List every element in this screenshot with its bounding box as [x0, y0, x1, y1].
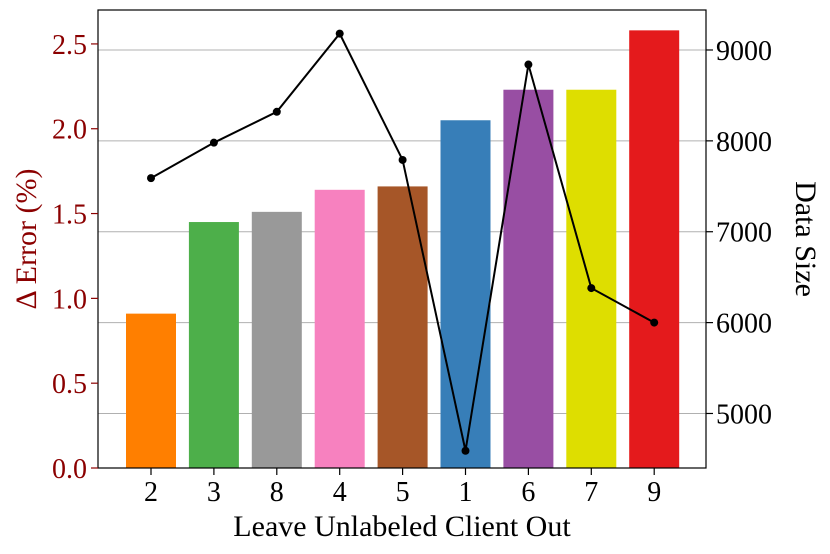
x-tick-label: 1	[459, 477, 473, 508]
x-tick-label: 3	[207, 477, 221, 508]
y2-tick-label: 9000	[716, 36, 772, 67]
left-y-axis: 0.0 0.5 1.0 1.5 2.0 2.5	[52, 30, 98, 485]
x-axis: 2 3 8 4 5 1 6 7 9	[144, 468, 661, 508]
bar-4	[314, 189, 365, 468]
y-tick-label: 2.5	[52, 30, 87, 61]
x-tick-label: 5	[396, 477, 410, 508]
bar-3	[188, 222, 239, 468]
bar-5	[377, 186, 428, 469]
bar-8	[251, 211, 302, 468]
x-tick-label: 9	[647, 477, 661, 508]
data-size-line-series	[147, 29, 659, 455]
x-axis-label: Leave Unlabeled Client Out	[233, 510, 571, 543]
bar-1	[440, 120, 491, 468]
data-size-point-5	[398, 155, 407, 164]
data-size-point-8	[272, 107, 281, 116]
data-size-point-9	[650, 318, 659, 327]
right-y-axis: 5000 6000 7000 8000 9000	[706, 36, 772, 430]
y2-tick-label: 5000	[716, 399, 772, 430]
y-tick-label: 0.5	[52, 369, 87, 400]
x-tick-label: 7	[584, 477, 598, 508]
y-tick-label: 0.0	[52, 454, 87, 485]
x-tick-label: 8	[270, 477, 284, 508]
data-size-point-7	[587, 284, 596, 293]
y-tick-label: 2.0	[52, 115, 87, 146]
bars	[126, 30, 680, 469]
bar-9	[629, 30, 680, 468]
x-tick-label: 4	[333, 477, 347, 508]
data-size-point-3	[209, 138, 218, 147]
y-tick-label: 1.0	[52, 284, 87, 315]
y-tick-label: 1.5	[52, 200, 87, 231]
data-size-point-1	[461, 446, 470, 455]
x-tick-label: 2	[144, 477, 158, 508]
y2-tick-label: 6000	[716, 309, 772, 340]
data-size-point-6	[524, 60, 533, 69]
y2-axis-label: Data Size	[789, 181, 822, 297]
y-axis-label: Δ Error (%)	[10, 169, 43, 310]
y2-tick-label: 7000	[716, 218, 772, 249]
data-size-point-4	[335, 29, 344, 38]
bar-6	[503, 89, 554, 469]
x-tick-label: 6	[521, 477, 535, 508]
bar-2	[126, 313, 176, 468]
data-size-point-2	[147, 174, 155, 183]
bar-7	[566, 89, 617, 469]
y2-tick-label: 8000	[716, 127, 772, 158]
